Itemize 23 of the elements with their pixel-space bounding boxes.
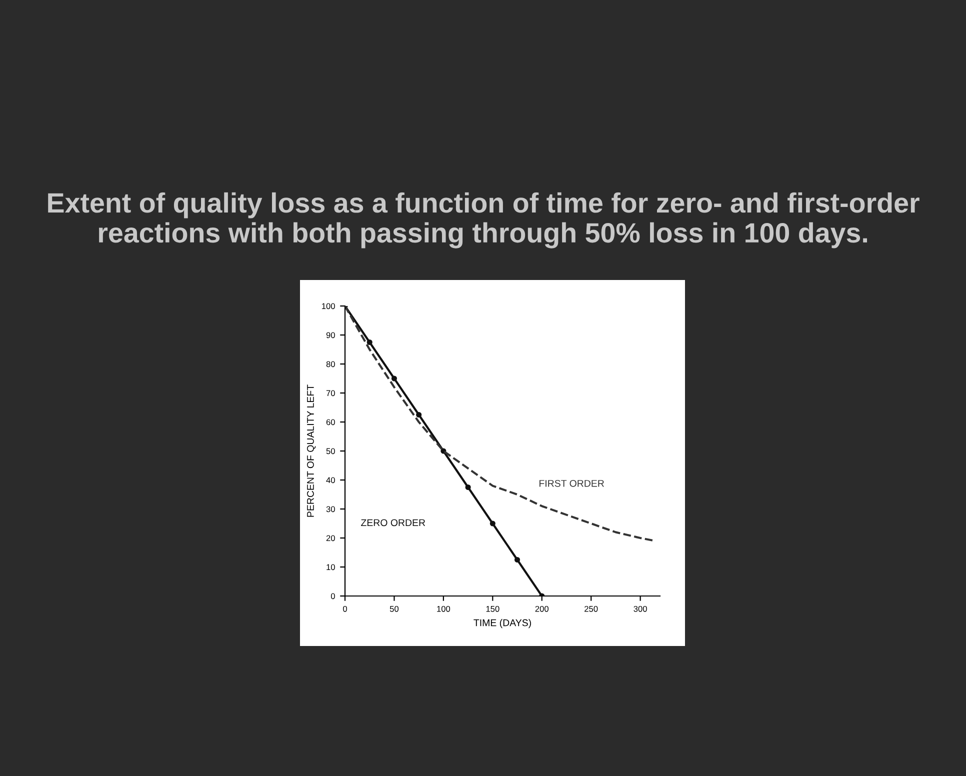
x-tick-label: 250 xyxy=(584,606,598,612)
y-tick-label: 50 xyxy=(326,448,335,454)
x-axis-title: TIME (DAYS) xyxy=(474,619,531,628)
y-tick-label: 90 xyxy=(326,332,335,338)
series-label: FIRST ORDER xyxy=(540,480,604,487)
x-tick-label: 50 xyxy=(390,606,399,612)
y-tick-label: 60 xyxy=(326,419,335,426)
y-tick-label: 10 xyxy=(326,564,335,570)
x-tick-label: 200 xyxy=(535,606,548,612)
y-tick-label: 70 xyxy=(326,390,335,396)
y-tick-label: 40 xyxy=(326,477,335,484)
y-tick-label: 20 xyxy=(326,535,335,542)
y-tick-label: 0 xyxy=(330,593,335,600)
y-axis-title: PERCENT OF QUALITY LEFT xyxy=(307,384,316,517)
x-tick-label: 150 xyxy=(486,606,500,612)
x-tick-label: 0 xyxy=(343,606,347,612)
text: ZERO ORDER xyxy=(361,519,426,526)
y-tick-label: 100 xyxy=(322,303,335,310)
chart-title: Extent of quality loss as a function of time for zero- and first-order reactions with both passing through 50% loss in 100 days. xyxy=(48,192,920,248)
x-tick-label: 300 xyxy=(634,606,647,612)
y-tick-label: 80 xyxy=(326,361,335,368)
x-tick-label: 100 xyxy=(437,606,450,612)
y-tick-label: 30 xyxy=(326,506,335,512)
